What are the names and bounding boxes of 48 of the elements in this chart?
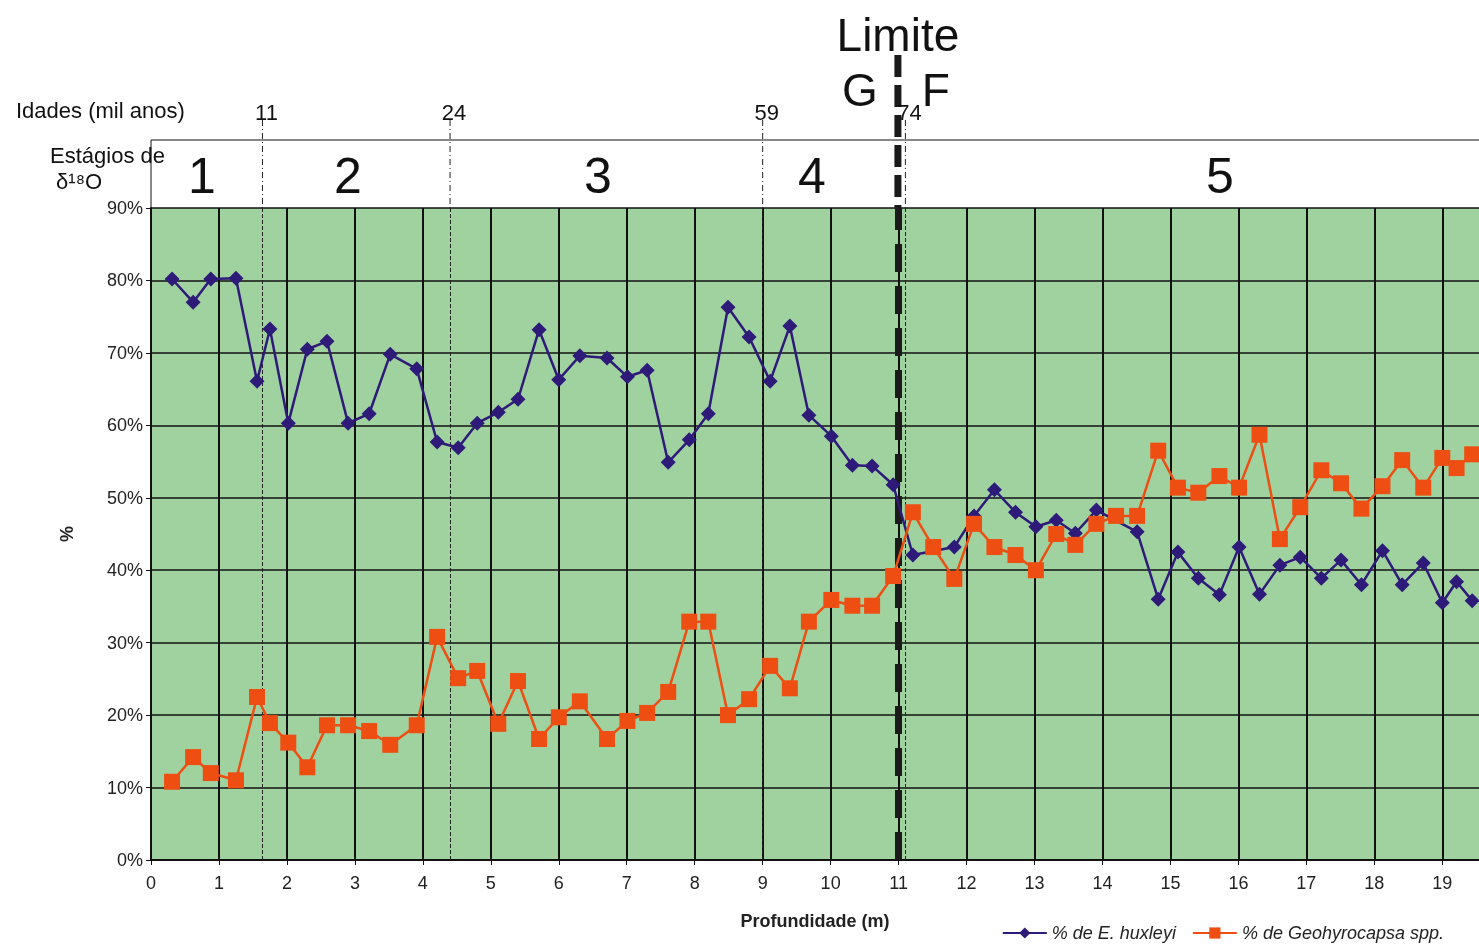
y-tick-label: 40% [106, 560, 143, 581]
x-tick-label: 2 [281, 873, 292, 893]
x-tick-label: 9 [757, 873, 768, 893]
ref-line-label: Limite [836, 9, 960, 61]
y-axis-title: % [57, 525, 77, 543]
x-tick-label: 11 [889, 873, 908, 893]
text: 4 [798, 148, 826, 204]
x-tick-label: 19 [1432, 873, 1453, 893]
x-tick-label: 7 [621, 873, 632, 893]
x-tick-label: 0 [145, 873, 157, 893]
text: G [842, 64, 878, 116]
y-tick-label: 10% [106, 777, 143, 798]
text: Estágios de δ¹⁸O [50, 142, 165, 194]
text: 3 [584, 148, 612, 204]
x-tick-label: 5 [485, 873, 496, 893]
x-tick-label: 15 [1160, 873, 1181, 893]
y-tick-label: 80% [106, 270, 143, 291]
x-tick-label: 8 [689, 873, 700, 893]
text: 11 [255, 99, 278, 125]
y-tick-label: 90% [106, 198, 143, 218]
x-tick-label: 13 [1024, 873, 1045, 893]
y-tick-label: 20% [106, 705, 143, 726]
x-tick-label: 12 [956, 873, 977, 893]
x-tick-label: 16 [1228, 873, 1249, 893]
x-tick-label: 10 [820, 873, 841, 893]
text: 5 [1206, 148, 1234, 204]
x-tick-label: 17 [1296, 873, 1317, 893]
text: F [921, 64, 950, 116]
y-tick-label: 70% [106, 342, 143, 363]
y-tick-label: 60% [106, 415, 143, 436]
x-tick-label: 4 [417, 873, 428, 893]
y-tick-label: 50% [106, 487, 143, 508]
legend-label: % de E. huxleyi [1051, 923, 1177, 943]
text: 2 [334, 148, 362, 204]
text: 24 [441, 99, 467, 125]
y-tick-label: 0% [116, 850, 143, 870]
text: 59 [754, 99, 779, 125]
text: Idades (mil anos) [16, 97, 185, 123]
text: 74 [897, 99, 922, 125]
x-tick-label: 1 [213, 873, 224, 893]
text: 1 [188, 148, 216, 204]
x-tick-label: 18 [1364, 873, 1385, 893]
x-tick-label: 14 [1092, 873, 1113, 893]
x-tick-label: 3 [349, 873, 360, 893]
x-axis-title: Profundidade (m) [740, 911, 890, 931]
x-tick-label: 6 [553, 873, 564, 893]
y-tick-label: 30% [106, 632, 143, 653]
legend-label: % de Geohyrocapsa spp. [1241, 923, 1444, 943]
